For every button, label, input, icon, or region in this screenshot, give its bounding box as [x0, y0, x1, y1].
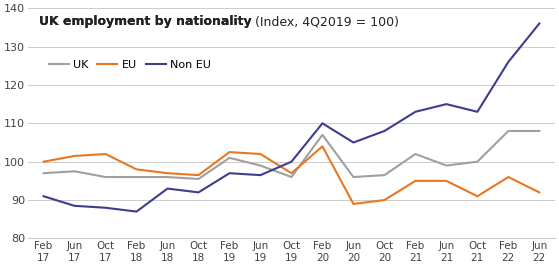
Non EU — [350, 141, 357, 144]
EU — [288, 172, 295, 175]
UK — [102, 175, 109, 179]
EU — [474, 195, 481, 198]
Non EU — [71, 204, 78, 207]
EU — [164, 172, 171, 175]
EU — [133, 168, 140, 171]
UK — [319, 133, 326, 136]
EU — [195, 174, 202, 177]
EU — [71, 154, 78, 158]
Non EU — [319, 122, 326, 125]
Non EU — [164, 187, 171, 190]
UK — [381, 174, 388, 177]
Non EU — [257, 174, 264, 177]
EU — [412, 179, 419, 182]
UK — [40, 172, 47, 175]
EU — [536, 191, 543, 194]
Text: (Index, 4Q2019 = 100): (Index, 4Q2019 = 100) — [251, 15, 399, 28]
EU — [319, 145, 326, 148]
Non EU — [505, 60, 511, 64]
UK — [505, 129, 511, 133]
UK — [226, 156, 233, 159]
Text: UK employment by nationality: UK employment by nationality — [39, 15, 251, 28]
UK — [412, 152, 419, 156]
EU — [102, 152, 109, 156]
UK — [350, 175, 357, 179]
EU — [350, 202, 357, 206]
EU — [226, 151, 233, 154]
UK — [536, 129, 543, 133]
Non EU — [381, 129, 388, 133]
Non EU — [195, 191, 202, 194]
EU — [257, 152, 264, 156]
Line: EU: EU — [44, 146, 539, 204]
UK — [288, 175, 295, 179]
Non EU — [133, 210, 140, 213]
UK — [474, 160, 481, 163]
UK — [257, 164, 264, 167]
Non EU — [443, 103, 450, 106]
Line: UK: UK — [44, 131, 539, 179]
Non EU — [40, 195, 47, 198]
UK — [443, 164, 450, 167]
EU — [381, 198, 388, 202]
UK — [195, 177, 202, 180]
Non EU — [412, 110, 419, 113]
Line: Non EU: Non EU — [44, 23, 539, 211]
Non EU — [474, 110, 481, 113]
EU — [40, 160, 47, 163]
Legend: UK, EU, Non EU: UK, EU, Non EU — [44, 55, 216, 74]
Non EU — [288, 160, 295, 163]
UK — [71, 170, 78, 173]
Non EU — [226, 172, 233, 175]
UK — [164, 175, 171, 179]
Text: UK employment by nationality: UK employment by nationality — [39, 15, 251, 28]
UK — [133, 175, 140, 179]
EU — [443, 179, 450, 182]
Non EU — [102, 206, 109, 209]
Non EU — [536, 22, 543, 25]
EU — [505, 175, 511, 179]
